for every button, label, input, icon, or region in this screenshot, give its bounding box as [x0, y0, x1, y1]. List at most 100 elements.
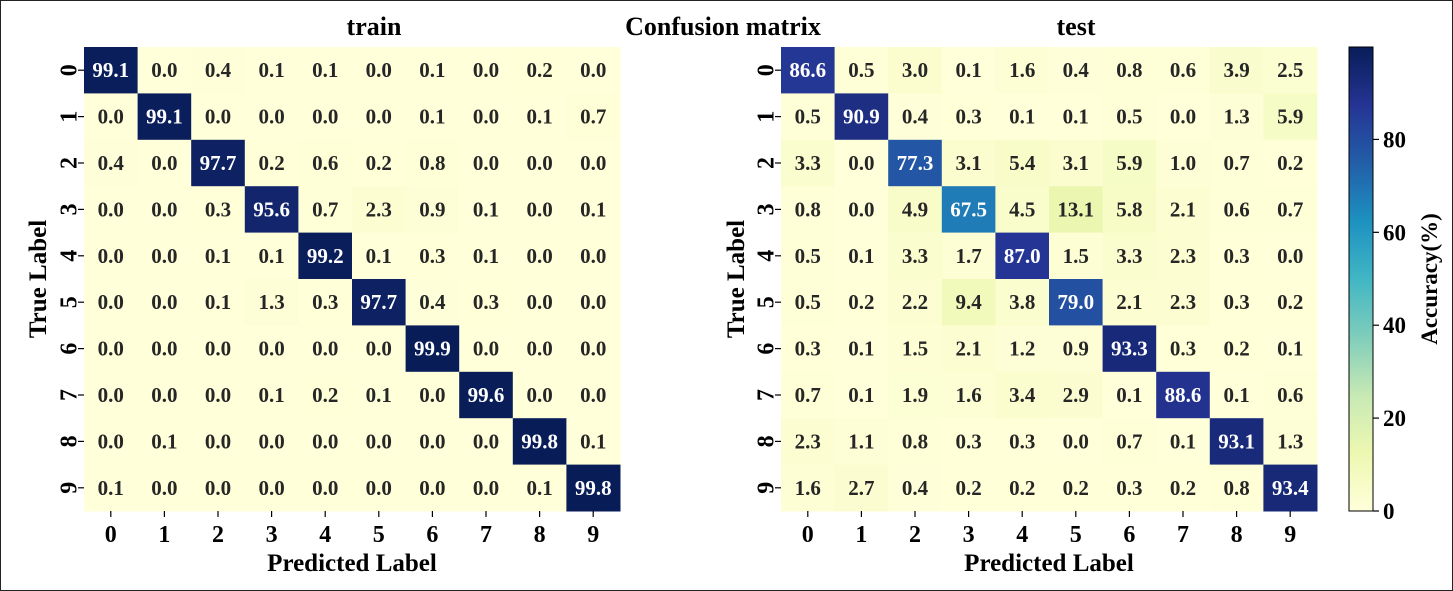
- cell-value-label: 79.0: [1057, 290, 1094, 314]
- heatmap-cell: [1263, 371, 1318, 419]
- cell-value-label: 0.3: [1116, 476, 1142, 500]
- cell-value-label: 3.0: [902, 58, 928, 82]
- heatmap-cell: [512, 279, 567, 326]
- heatmap-cell: [781, 186, 836, 234]
- cell-value-label: 0.0: [258, 429, 284, 453]
- heatmap-cell: [137, 464, 192, 512]
- heatmap-cell: [1156, 139, 1211, 187]
- cell-value-label: 0.6: [1277, 383, 1303, 407]
- heatmap-train: train 99.1 0.0 0.4 0.1 0.1 0.0 0.1 0.0 0.2 0.0 0.0 9…: [25, 12, 621, 577]
- heatmap-cell: [84, 464, 139, 512]
- x-tick-label: 2: [909, 522, 921, 548]
- cell-value-label: 0.2: [526, 58, 552, 82]
- cell-value-label: 0.1: [473, 197, 499, 221]
- cell-value-label: 2.3: [1170, 290, 1196, 314]
- y-tick-label: 9: [56, 482, 82, 494]
- cell-value-label: 0.4: [419, 290, 446, 314]
- cell-value-label: 0.1: [580, 429, 606, 453]
- heatmap-cell: [1049, 464, 1104, 512]
- cell-value-label: 93.3: [1111, 337, 1148, 361]
- cell-value-label: 0.0: [98, 105, 124, 129]
- cell-value-label: 2.7: [848, 476, 874, 500]
- heatmap-cell: [512, 47, 567, 94]
- cell-value-label: 0.2: [1063, 476, 1089, 500]
- heatmap-cell: [298, 47, 353, 94]
- heatmap-cell: [84, 47, 139, 94]
- heatmap-cell: [512, 186, 567, 234]
- cell-value-label: 0.0: [151, 290, 177, 314]
- cell-value-label: 0.3: [473, 290, 499, 314]
- heatmap-cell: [405, 371, 460, 419]
- heatmap-cell: [1102, 371, 1157, 419]
- heatmap-cell: [405, 93, 460, 141]
- cell-value-label: 3.3: [902, 244, 928, 268]
- heatmap-cell: [84, 139, 139, 187]
- cell-value-label: 0.2: [955, 476, 981, 500]
- cell-value-label: 3.8: [1009, 290, 1035, 314]
- heatmap-cell: [888, 371, 943, 419]
- cell-value-label: 5.8: [1116, 197, 1142, 221]
- cell-value-label: 3.9: [1223, 58, 1249, 82]
- heatmap-cell: [352, 186, 407, 234]
- cell-value-label: 0.1: [848, 244, 874, 268]
- heatmap-cell: [781, 418, 836, 466]
- colorbar-tick-label: 60: [1383, 220, 1406, 245]
- heatmap-cell: [512, 325, 567, 373]
- heatmap-cell: [941, 371, 996, 419]
- heatmap-cell: [1263, 186, 1318, 234]
- cell-value-label: 0.4: [98, 151, 125, 175]
- cell-value-label: 9.4: [955, 290, 982, 314]
- x-tick-label: 9: [587, 522, 599, 548]
- cell-value-label: 0.1: [419, 105, 445, 129]
- cell-value-label: 2.3: [366, 197, 392, 221]
- heatmap-cell: [1263, 47, 1318, 94]
- heatmap-cell: [459, 464, 514, 512]
- heatmap-cell: [888, 47, 943, 94]
- colorbar: 0 20 40 60 80 Accuracy(%): [1348, 46, 1442, 524]
- cell-value-label: 0.0: [526, 383, 552, 407]
- cell-value-label: 4.9: [902, 197, 928, 221]
- heatmap-cell: [191, 47, 246, 94]
- y-axis-label: True Label: [25, 220, 52, 338]
- heatmap-cell: [781, 464, 836, 512]
- heatmap-cell: [566, 279, 621, 326]
- heatmap-cell: [405, 464, 460, 512]
- heatmap-cell: [512, 93, 567, 141]
- heatmap-cell: [405, 418, 460, 466]
- cell-value-label: 0.0: [419, 429, 445, 453]
- heatmap-cell: [405, 325, 460, 373]
- cell-value-label: 0.0: [526, 290, 552, 314]
- heatmap-cell: [137, 279, 192, 326]
- cell-value-label: 0.1: [848, 337, 874, 361]
- heatmap-cell: [995, 279, 1050, 326]
- y-tick-label: 4: [56, 250, 82, 262]
- cell-value-label: 5.9: [1277, 105, 1303, 129]
- cell-value-label: 2.2: [902, 290, 928, 314]
- heatmap-cell: [1263, 93, 1318, 141]
- x-tick-label: 8: [1231, 522, 1243, 548]
- heatmap-cell: [1156, 418, 1211, 466]
- y-tick-label: 6: [56, 343, 82, 355]
- cell-value-label: 99.1: [92, 58, 129, 82]
- heatmap-cell: [995, 93, 1050, 141]
- cell-value-label: 0.0: [312, 105, 338, 129]
- heatmap-cell: [1156, 232, 1211, 280]
- heatmap-cell: [995, 232, 1050, 280]
- heatmap-cell: [888, 186, 943, 234]
- cell-value-label: 0.0: [1277, 244, 1303, 268]
- heatmap-cell: [84, 418, 139, 466]
- heatmap-cell: [1263, 418, 1318, 466]
- x-tick-label: 2: [212, 522, 224, 548]
- cell-value-label: 0.0: [473, 105, 499, 129]
- heatmap-cell: [1156, 464, 1211, 512]
- x-tick-label: 9: [1284, 522, 1296, 548]
- heatmap-cell: [1102, 325, 1157, 373]
- cell-value-label: 0.1: [848, 383, 874, 407]
- heatmap-cell: [191, 279, 246, 326]
- heatmap-cell: [566, 371, 621, 419]
- heatmap-cell: [244, 325, 299, 373]
- cell-value-label: 0.1: [98, 476, 124, 500]
- heatmap-cell: [244, 464, 299, 512]
- cell-value-label: 0.0: [526, 197, 552, 221]
